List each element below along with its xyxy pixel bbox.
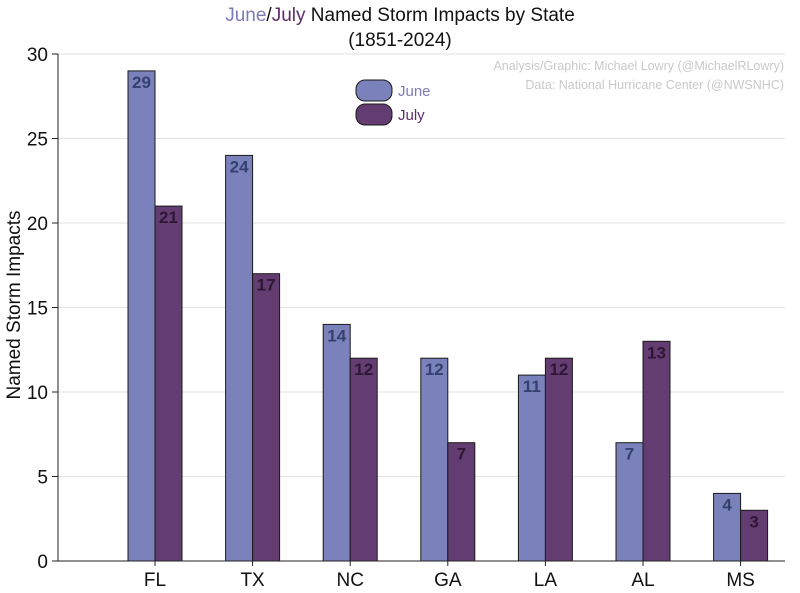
bar-label-tx-july: 17	[257, 276, 276, 295]
title-june-word: June	[225, 5, 267, 26]
credit-analysis: Analysis/Graphic: Michael Lowry (@Michae…	[493, 59, 784, 73]
axes: 0 5 10 15 20 25 30 FL TX NC GA LA AL MS	[27, 45, 785, 591]
bar-label-al-june: 7	[625, 445, 634, 464]
x-tick-label-ms: MS	[726, 570, 755, 591]
bar-nc-july	[349, 357, 378, 562]
bar-label-la-june: 11	[523, 377, 541, 396]
bar-label-tx-june: 24	[230, 157, 249, 176]
legend: June July	[355, 79, 431, 126]
bar-fl-june	[127, 70, 156, 562]
bar-label-ga-july: 7	[457, 445, 466, 464]
bar-al-july	[642, 340, 671, 562]
bars	[127, 70, 769, 562]
title-slash: /	[266, 5, 272, 26]
x-tick-label-tx: TX	[240, 570, 265, 591]
bar-la-june	[517, 374, 546, 562]
y-tick-label: 25	[27, 130, 48, 151]
x-tick-label-fl: FL	[144, 570, 166, 591]
bar-label-fl-june: 29	[132, 73, 151, 92]
bar-ga-july	[447, 442, 476, 562]
credit-data-source: Data: National Hurricane Center (@NWSNHC…	[525, 78, 784, 92]
chart-subtitle: (1851-2024)	[348, 30, 452, 51]
bar-label-ms-june: 4	[722, 495, 732, 514]
bar-ga-june	[420, 357, 449, 562]
legend-swatch-june	[355, 79, 393, 102]
y-tick-label: 15	[27, 299, 48, 320]
y-tick-label: 10	[27, 383, 48, 404]
bar-fl-july	[154, 205, 183, 562]
x-tick-label-al: AL	[631, 570, 654, 591]
bar-label-al-july: 13	[647, 343, 666, 362]
bar-tx-july	[252, 273, 281, 562]
bar-label-fl-july: 21	[159, 208, 178, 227]
x-tick-label-ga: GA	[434, 570, 462, 591]
bar-nc-june	[322, 323, 351, 562]
bar-label-la-july: 12	[549, 360, 568, 379]
y-tick-label: 20	[27, 214, 48, 235]
y-tick-label: 0	[37, 552, 48, 573]
y-tick-label: 5	[37, 468, 48, 489]
x-tick-label-la: LA	[534, 570, 558, 591]
bar-la-july	[544, 357, 573, 562]
bar-label-ms-july: 3	[749, 512, 758, 531]
bar-label-nc-july: 12	[354, 360, 373, 379]
bar-label-ga-june: 12	[425, 360, 444, 379]
legend-label-july: July	[398, 107, 425, 124]
chart-title: June/July Named Storm Impacts by State	[0, 5, 800, 27]
y-tick-label: 30	[27, 45, 48, 66]
bar-tx-june	[225, 154, 254, 562]
legend-label-june: June	[398, 83, 431, 100]
title-july-word: July	[271, 5, 306, 26]
x-tick-label-nc: NC	[336, 570, 363, 591]
title-rest: Named Storm Impacts by State	[305, 5, 575, 26]
bar-ms-june	[713, 492, 742, 562]
legend-swatch-july	[355, 103, 393, 126]
y-axis-label: Named Storm Impacts	[4, 211, 25, 400]
bar-label-nc-june: 14	[327, 326, 346, 345]
bar-value-labels: 29 21 24 17 14 12 12 7 11 12 7 13 43	[132, 73, 759, 531]
